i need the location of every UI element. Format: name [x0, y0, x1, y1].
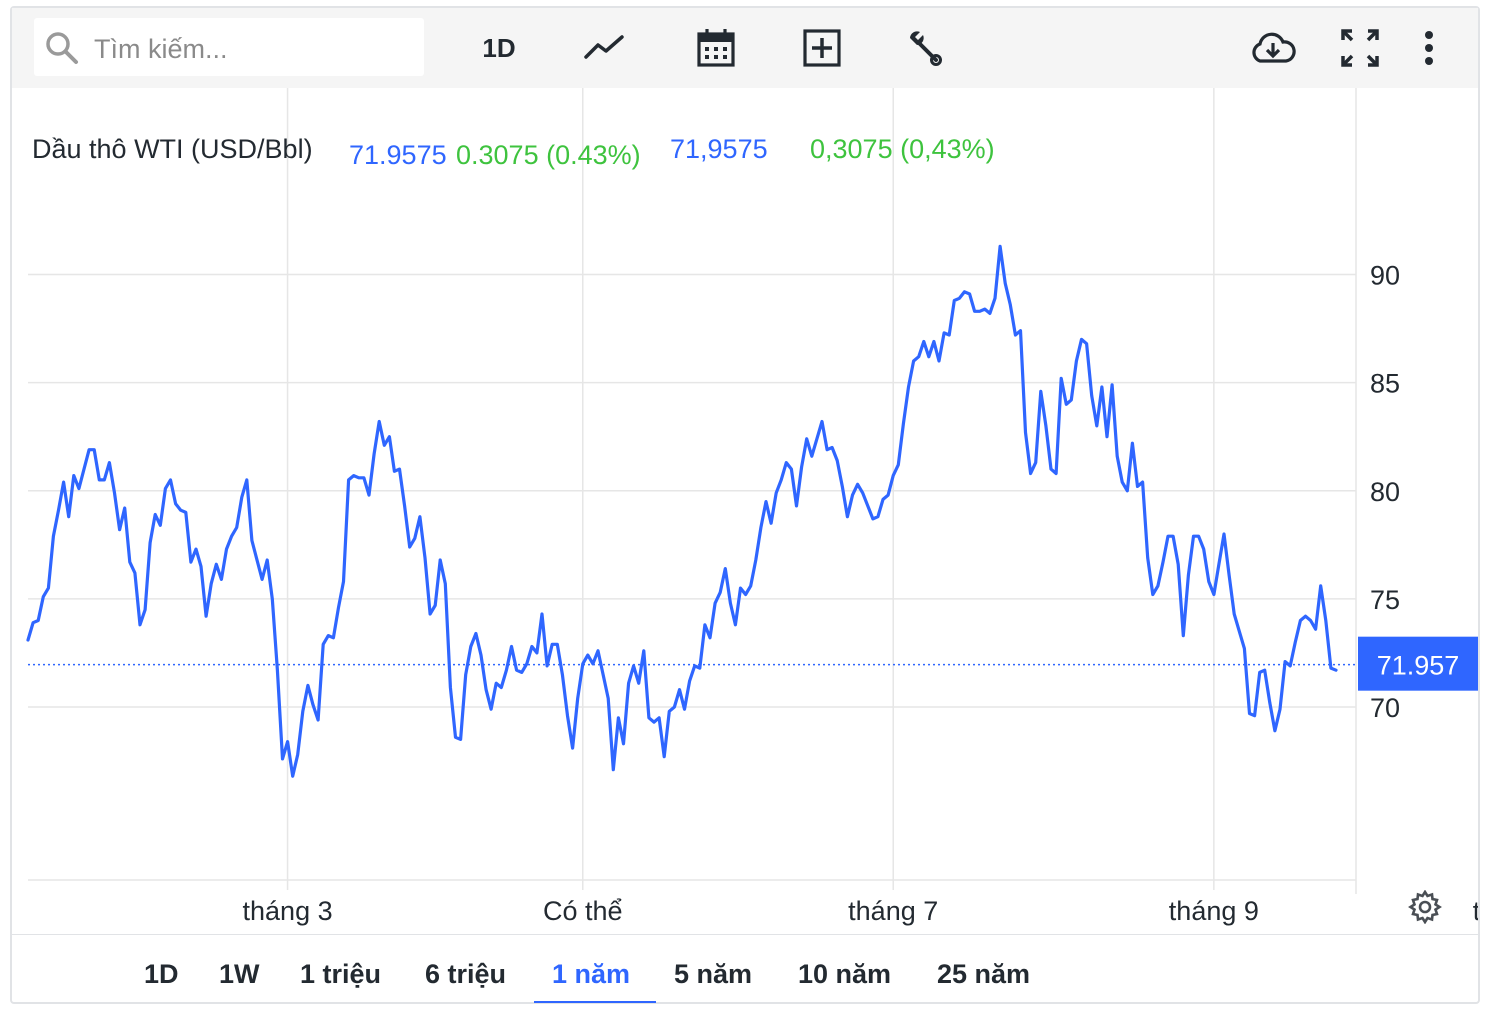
- range-10y[interactable]: 10 năm: [798, 959, 892, 989]
- add-comparison-icon: [803, 29, 841, 67]
- range-1y[interactable]: 1 năm: [552, 959, 631, 989]
- chart-toolbar: Tìm kiếm... 1D: [12, 8, 1478, 88]
- chart-widget-frame: [10, 6, 1480, 1004]
- calendar-icon: [697, 29, 735, 67]
- header-change: 0.3075 (0.43%): [456, 140, 641, 170]
- more-options-button[interactable]: [1414, 26, 1444, 70]
- gear-icon: [1408, 889, 1442, 925]
- y-tick-label: 90: [1370, 261, 1400, 291]
- y-tick-label: 85: [1370, 369, 1400, 399]
- range-1w[interactable]: 1W: [219, 959, 260, 989]
- search-icon: [46, 32, 78, 64]
- x-tick-label: tháng 9: [1169, 896, 1259, 926]
- chart-area: 70 75 80 85 90 tháng 3 Có thể tháng 7 tháng 9 thá…: [12, 88, 1478, 934]
- x-tick-label: Có thể: [543, 896, 623, 926]
- range-1m[interactable]: 1 triệu: [300, 959, 382, 989]
- interval-button[interactable]: 1D: [474, 26, 524, 70]
- fullscreen-button[interactable]: [1338, 26, 1382, 70]
- chart-type-button[interactable]: [582, 26, 626, 70]
- range-25y[interactable]: 25 năm: [937, 959, 1031, 989]
- active-range-underline: [534, 1001, 656, 1003]
- y-tick-label: 75: [1370, 585, 1400, 615]
- range-6m[interactable]: 6 triệu: [425, 959, 507, 989]
- x-tick-label: tháng 7: [848, 896, 938, 926]
- chart-settings-button[interactable]: [1408, 889, 1442, 929]
- date-range-button[interactable]: [694, 26, 738, 70]
- price-series-line: [26, 244, 1338, 778]
- y-tick-label: 80: [1370, 477, 1400, 507]
- interval-label: 1D: [482, 32, 516, 63]
- header-last-value-alt: 71,9575: [670, 134, 768, 164]
- current-price-label: 71.957: [1377, 651, 1460, 681]
- settings-tools-button[interactable]: [902, 26, 946, 70]
- wrench-icon: [910, 31, 942, 66]
- range-5y[interactable]: 5 năm: [674, 959, 753, 989]
- download-icon: [1252, 32, 1296, 63]
- fullscreen-icon: [1341, 29, 1379, 67]
- x-tick-label: tháng 11: [1473, 896, 1478, 926]
- y-tick-label: 70: [1370, 693, 1400, 723]
- add-comparison-button[interactable]: [800, 26, 844, 70]
- search-box[interactable]: Tìm kiếm...: [34, 18, 424, 76]
- x-tick-label: tháng 3: [243, 896, 333, 926]
- header-change-alt: 0,3075 (0,43%): [810, 134, 995, 164]
- price-chart[interactable]: 70 75 80 85 90 tháng 3 Có thể tháng 7 tháng 9 thá…: [12, 88, 1478, 934]
- range-1d[interactable]: 1D: [144, 959, 179, 989]
- more-icon: [1425, 31, 1433, 65]
- range-selector: 1D 1W 1 triệu 6 triệu 1 năm 5 năm 10 năm…: [12, 934, 1478, 1003]
- current-price-box: [1358, 636, 1478, 691]
- download-button[interactable]: [1248, 26, 1298, 70]
- header-last-value: 71.9575: [349, 140, 447, 170]
- line-chart-icon: [584, 35, 624, 59]
- search-input[interactable]: Tìm kiếm...: [94, 34, 228, 64]
- instrument-title: Dầu thô WTI (USD/Bbl): [32, 134, 313, 164]
